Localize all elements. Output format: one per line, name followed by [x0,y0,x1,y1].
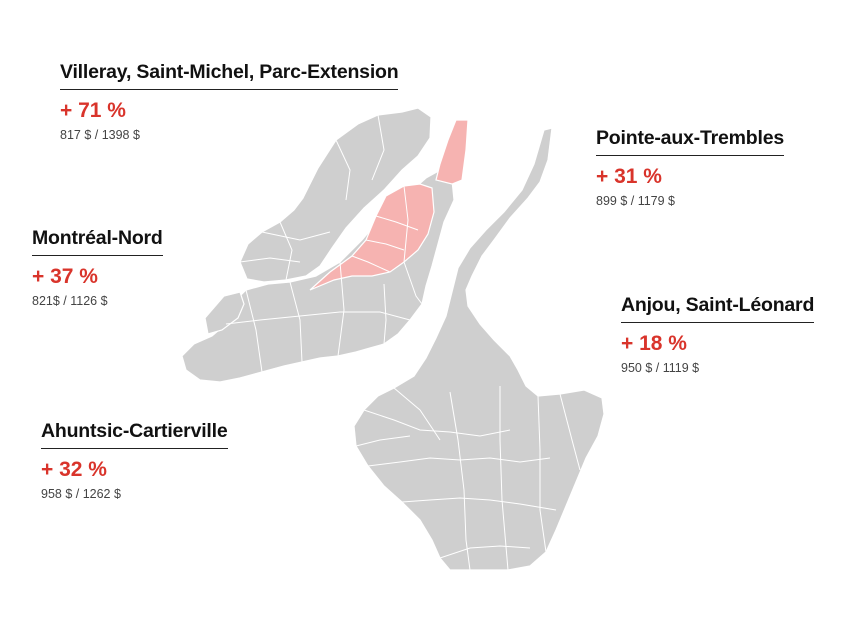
district-name: Pointe-aux-Trembles [596,127,784,156]
district-rents: 950 $ / 1119 $ [621,361,700,375]
district-change: + 71 % [60,99,126,122]
district-change: + 18 % [621,332,687,355]
district-change: + 37 % [32,265,98,288]
district-change: + 32 % [41,458,107,481]
district-montreal-nord: Montréal-Nord + 37 % 821$ / 1126 $ [32,227,163,308]
highlighted-district-strip [435,119,469,185]
district-villeray: Villeray, Saint-Michel, Parc-Extension +… [60,61,399,142]
district-name: Montréal-Nord [32,227,163,256]
district-rents: 958 $ / 1262 $ [41,487,121,501]
district-boundaries [225,114,581,571]
district-pointe-aux-trembles: Pointe-aux-Trembles + 31 % 899 $ / 1179 … [596,127,784,208]
district-change: + 31 % [596,165,662,188]
highlighted-district-area [309,183,435,291]
district-rents: 821$ / 1126 $ [32,294,108,308]
district-name: Anjou, Saint-Léonard [621,294,814,323]
district-name: Ahuntsic-Cartierville [41,420,228,449]
district-name: Villeray, Saint-Michel, Parc-Extension [60,61,399,90]
district-ahuntsic-cartierville: Ahuntsic-Cartierville + 32 % 958 $ / 126… [41,420,228,501]
islet-area [204,291,245,335]
district-rents: 817 $ / 1398 $ [60,128,140,142]
district-rents: 899 $ / 1179 $ [596,194,676,208]
district-anjou: Anjou, Saint-Léonard + 18 % 950 $ / 1119… [621,294,814,375]
